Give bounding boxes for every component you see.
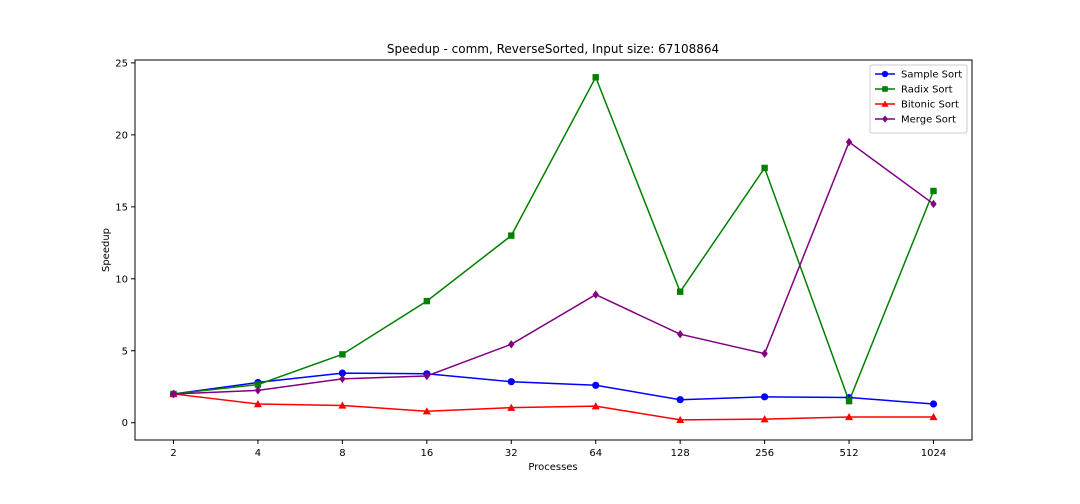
data-point-sample-sort [507,378,515,386]
legend-item-sample-sort: Sample Sort [875,70,962,81]
data-point-merge-sort [592,290,599,299]
data-point-bitonic-sort [507,403,516,411]
legend-marker [881,100,889,107]
x-tick-label: 32 [505,448,518,459]
series-line-radix-sort [173,75,935,404]
series-line-sample-sort [173,372,934,405]
data-point-radix-sort [761,164,768,172]
chart-title: Speedup - comm, ReverseSorted, Input siz… [387,42,719,56]
series-radix-sort [170,74,937,405]
data-point-bitonic-sort [676,415,685,424]
legend-marker [882,86,888,92]
data-point-radix-sort [930,187,937,195]
data-point-sample-sort [676,396,684,404]
plot-area [134,59,973,441]
x-tick-label: 16 [420,448,433,459]
legend-label: Merge Sort [901,115,956,126]
y-tick-label: 20 [115,130,128,141]
data-point-merge-sort [676,330,684,339]
data-point-merge-sort [423,371,431,381]
data-point-radix-sort [423,297,431,305]
data-point-bitonic-sort [591,402,600,410]
legend-marker [881,70,889,78]
data-point-bitonic-sort [929,412,938,421]
x-tick-label: 128 [671,448,690,459]
legend: Sample Sort Radix Sort Bitonic Sort Merge S… [869,64,968,134]
data-point-radix-sort [508,232,515,239]
legend-item-bitonic-sort: Bitonic Sort [875,100,959,111]
data-point-bitonic-sort [845,412,854,421]
legend-label: Bitonic Sort [901,100,959,111]
x-tick-label: 64 [589,448,602,459]
data-point-radix-sort [254,381,262,388]
series-bitonic-sort [169,389,938,424]
series-line-merge-sort [173,140,934,395]
data-point-merge-sort [845,137,853,147]
x-tick-label: 4 [255,448,261,459]
legend-item-radix-sort: Radix Sort [875,85,953,96]
y-axis: 0 5 10 15 20 25 [115,58,135,429]
series-line-bitonic-sort [173,393,934,421]
x-tick-label: 256 [755,448,774,459]
series-layer [169,74,938,424]
data-point-radix-sort [339,351,346,358]
x-tick-label: 1024 [921,448,946,459]
legend-box [869,64,968,134]
legend-label: Radix Sort [901,85,953,96]
data-point-merge-sort [508,340,515,349]
x-tick-label: 512 [840,448,859,459]
data-point-merge-sort [254,386,262,395]
data-point-sample-sort [592,381,600,389]
data-point-sample-sort [761,393,769,401]
data-point-merge-sort [761,349,768,358]
data-point-sample-sort [338,369,346,377]
data-point-merge-sort [930,199,937,209]
y-tick-label: 5 [122,346,128,357]
data-point-sample-sort [929,400,938,408]
legend-label: Sample Sort [901,70,962,81]
data-point-bitonic-sort [338,401,347,409]
data-point-radix-sort [845,397,853,405]
y-tick-label: 25 [115,58,128,69]
data-point-merge-sort [339,374,346,384]
data-point-radix-sort [676,288,684,295]
data-point-bitonic-sort [760,415,769,423]
x-axis-label: Processes [528,462,577,473]
data-point-radix-sort [592,74,599,81]
x-axis: 2 4 8 16 32 64 128 256 512 1024 [170,440,946,459]
y-axis-label: Speedup [101,228,112,272]
y-tick-label: 10 [115,274,128,285]
y-tick-label: 0 [122,418,128,429]
legend-item-merge-sort: Merge Sort [875,115,956,126]
data-point-merge-sort [170,389,177,399]
legend-marker [882,115,888,123]
series-merge-sort [170,137,937,399]
data-point-bitonic-sort [422,407,431,415]
x-tick-label: 8 [339,448,345,459]
data-point-bitonic-sort [253,400,262,408]
y-tick-label: 15 [115,202,128,213]
x-tick-label: 2 [170,448,176,459]
